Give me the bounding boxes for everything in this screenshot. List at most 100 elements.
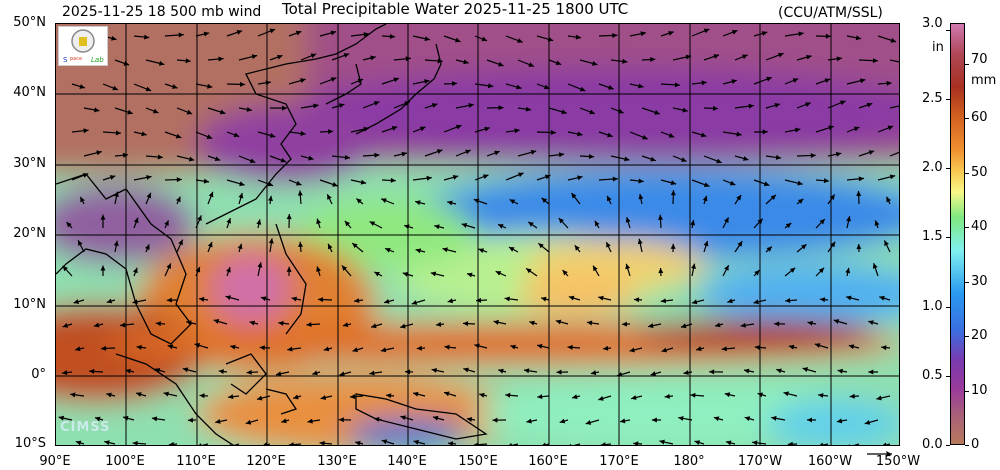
wind-arrow-head [825,33,831,39]
wind-arrow-head [702,195,708,202]
wind-arrow-head [198,443,202,445]
wind-arrow-head [561,109,567,115]
wind-arrow-head [344,220,351,227]
wind-arrow-head [251,54,258,60]
wind-arrow-head [574,245,580,251]
wind-arrow-head [206,83,213,89]
wind-arrow-head [175,196,181,203]
wind-arrow-head [237,243,243,250]
wind-arrow-head [100,265,106,271]
colorbar [950,23,965,445]
wind-arrow-head [432,415,439,421]
wind-arrow-head [281,105,287,111]
wind-arrow-head [492,417,498,423]
wind-arrow-head [807,417,813,423]
wind-arrow-head [670,243,676,249]
lon-label: 90°E [39,454,71,469]
wind-arrow-head [238,192,244,199]
wind-arrow-head [810,153,816,158]
wind-arrow-head [724,217,729,223]
wind-arrow [511,443,519,445]
wind-arrow-head [187,417,194,423]
wind-arrow-head [462,321,469,327]
svg-text:pace: pace [70,56,82,62]
wind-arrow-head [144,244,150,250]
wind-arrow-head [658,268,664,274]
wind-arrow-head [357,78,364,84]
svg-text:S: S [63,56,68,64]
wind-arrow-head [621,321,628,327]
wind-arrow-head [572,394,578,400]
wind-arrow-head [313,103,319,109]
cimss-logo: CIMSS [60,420,111,435]
wind-arrow-head [363,31,369,37]
wind-arrow-head [146,175,152,180]
wind-arrow-head [510,344,516,350]
wind-arrow-head [495,271,502,276]
wind-arrow-head [122,152,129,158]
wind-arrow-head [168,441,174,445]
wind-arrow-head [785,223,792,229]
wind-arrow-head [341,265,348,271]
wind-arrow [201,443,209,445]
wind-arrow-head [94,107,100,113]
wind-arrow-head [516,84,522,90]
wind-arrow-head [295,30,302,36]
wind-arrow-head [586,320,593,326]
lat-label: 30°N [13,156,46,171]
wind-arrow-head [890,37,897,43]
wind-arrow-head [550,129,556,135]
wind-arrow-head [327,194,332,200]
wind-arrow-head [93,322,100,328]
wind-arrow-head [600,442,606,445]
wind-arrow-head [874,220,880,226]
wind-arrow [883,443,891,445]
wind-arrow-head [236,29,243,35]
wind-arrow-head [381,439,388,445]
lon-label: 170°W [737,454,783,469]
wind-arrow-head [691,263,696,270]
wind-arrow-head [286,214,292,220]
wind-arrow-head [642,134,648,140]
wind-arrow-head [562,270,568,276]
colorbar-mm-tick-label: 50 [971,164,988,180]
wind-vectors [58,28,899,445]
wind-arrow-head [886,80,892,86]
wind-arrow-head [571,192,577,199]
wind-arrow-head [727,298,733,304]
wind-arrow-head [172,84,178,89]
wind-arrow-head [555,319,562,325]
wind-arrow-head [79,84,85,89]
wind-arrow-head [291,296,297,302]
wind-arrow-head [391,126,398,131]
wind-arrow-head [352,347,358,353]
wind-arrow-head [330,77,337,82]
wind-arrow-head [132,299,138,305]
colorbar-mm-tick-label: 40 [971,219,988,235]
wind-arrow-head [342,322,349,328]
wind-arrow-head [195,266,201,273]
wind-arrow-head [744,368,750,374]
wind-arrow-head [447,441,454,445]
wind-arrow-head [473,198,480,204]
wind-arrow-head [374,152,380,158]
wind-arrow-head [123,415,129,421]
colorbar-in-tick [946,168,950,170]
wind-arrow-head [178,239,183,246]
wind-arrow-head [78,240,83,246]
wind-arrow-head [670,180,677,186]
wind-arrow-head [245,419,252,425]
colorbar-mm-tick [965,118,969,120]
wind-arrow-head [757,218,763,224]
wind-arrow [889,151,899,157]
wind-arrow-head [798,31,804,37]
lon-label: 170°E [599,454,639,469]
wind-arrow-head [721,346,727,352]
wind-arrow-head [300,78,306,83]
wind-arrow-head [385,247,391,253]
wind-arrow-head [260,296,267,302]
wind-arrow-head [498,61,504,67]
wind-arrow-head [598,295,604,301]
wind-arrow-head [517,38,523,43]
wind-arrow-head [444,391,450,397]
